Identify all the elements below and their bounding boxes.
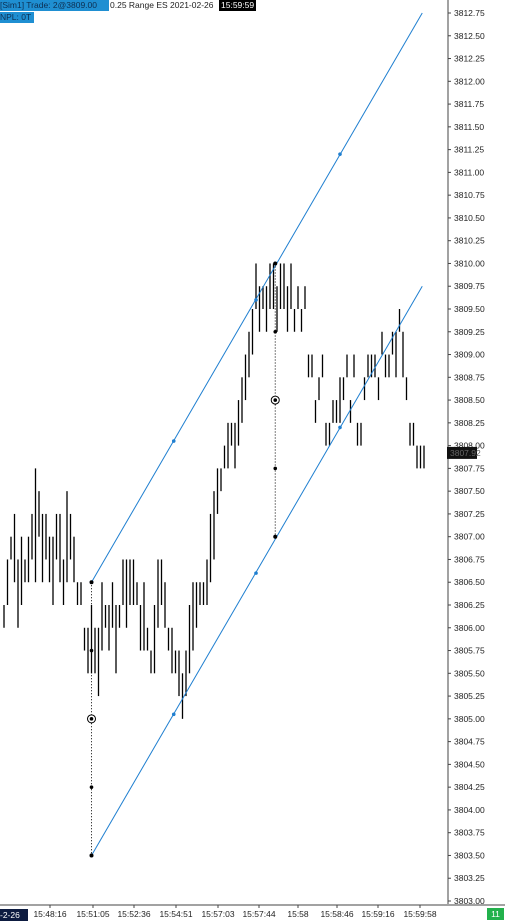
price-tick-label: 3806.50 xyxy=(454,577,485,587)
price-tick-label: 3812.25 xyxy=(454,54,485,64)
current-price-marker xyxy=(447,446,477,459)
price-tick-label: 3808.50 xyxy=(454,395,485,405)
price-tick-label: 3804.00 xyxy=(454,805,485,815)
price-tick-label: 3809.00 xyxy=(454,350,485,360)
price-tick-label: 3807.75 xyxy=(454,463,485,473)
price-tick-label: 3803.75 xyxy=(454,828,485,838)
price-tick-label: 3803.50 xyxy=(454,850,485,860)
price-tick-label: 3807.50 xyxy=(454,486,485,496)
price-axis[interactable]: 3812.75 3812.50 3812.25 3812.00 3811.75 3811.… xyxy=(447,0,485,906)
price-tick-label: 3811.75 xyxy=(454,99,484,109)
price-tick-label: 3806.25 xyxy=(454,600,485,610)
channel-anchor xyxy=(254,298,258,302)
channel-anchor xyxy=(338,152,342,156)
price-tick-label: 3804.25 xyxy=(454,782,485,792)
channel-anchor xyxy=(171,712,176,717)
connector-dot xyxy=(89,785,94,789)
time-tick-label: 15:48:16 xyxy=(33,909,66,919)
price-tick-label: 3812.50 xyxy=(454,31,485,41)
price-tick-label: 3810.00 xyxy=(454,258,485,268)
channel-lower-line xyxy=(91,285,423,856)
price-tick-label: 3807.25 xyxy=(454,509,485,519)
channel-drawing[interactable] xyxy=(87,12,423,858)
price-tick-label: 3806.75 xyxy=(454,554,485,564)
connector-dot xyxy=(89,648,94,653)
range-bars xyxy=(3,263,425,719)
price-tick-label: 3804.75 xyxy=(454,737,485,747)
channel-anchor xyxy=(254,571,258,575)
time-tick-label: 15:54:51 xyxy=(159,909,192,919)
price-tick-label: 3806.00 xyxy=(454,623,485,633)
price-tick-label: 3810.75 xyxy=(454,190,485,200)
current-price-label: 3807.92 xyxy=(450,448,481,458)
time-tick-label: 15:58 xyxy=(287,909,309,919)
account-trade-label: [Sim1] Trade: 2@3809.00 xyxy=(0,0,109,11)
time-tick-label: 15:51:05 xyxy=(76,909,109,919)
price-tick-label: 3812.00 xyxy=(454,76,485,86)
channel-upper-line xyxy=(91,12,423,583)
instrument-label: 0.25 Range ES 2021-02-26 xyxy=(110,0,214,10)
price-tick-label: 3811.00 xyxy=(454,167,484,177)
price-tick-label: 3809.75 xyxy=(454,281,485,291)
price-tick-label: 3810.25 xyxy=(454,236,485,246)
midpoint-target-center xyxy=(89,717,94,721)
time-axis[interactable]: 15:48:16 15:51:05 15:52:36 15:54:51 15:57:03… xyxy=(0,904,505,919)
price-tick-label: 3810.50 xyxy=(454,213,485,223)
price-tick-label: 3808.75 xyxy=(454,372,485,382)
price-tick-label: 3804.50 xyxy=(454,759,485,769)
price-tick-label: 3808.25 xyxy=(454,418,485,428)
price-tick-label: 3803.00 xyxy=(454,896,485,906)
price-tick-label: 3809.25 xyxy=(454,327,485,337)
time-tick-label: 15:52:36 xyxy=(117,909,150,919)
time-tick-label: 15:58:46 xyxy=(320,909,353,919)
price-tick-label: 3811.50 xyxy=(454,122,484,132)
price-tick-label: 3807.00 xyxy=(454,532,485,542)
price-tick-label: 3805.50 xyxy=(454,668,485,678)
date-stub-label: -2-26 xyxy=(0,909,28,921)
channel-anchor xyxy=(338,425,342,430)
channel-anchor xyxy=(171,439,176,443)
time-tick-label: 15:59:58 xyxy=(403,909,436,919)
price-tick-label: 3808.00 xyxy=(454,441,485,451)
price-tick-label: 3805.25 xyxy=(454,691,485,701)
price-tick-label: 3811.25 xyxy=(454,145,484,155)
time-tick-label: 15:57:03 xyxy=(201,909,234,919)
time-tick-label: 15:59:16 xyxy=(361,909,394,919)
npl-label: NPL: 0T xyxy=(0,12,34,23)
price-tick-label: 3812.75 xyxy=(454,8,485,18)
price-tick-label: 3803.25 xyxy=(454,873,485,883)
bar-count-badge: 11 xyxy=(487,908,504,920)
price-tick-label: 3809.50 xyxy=(454,304,485,314)
time-tick-label: 15:57:44 xyxy=(242,909,275,919)
midpoint-target-center xyxy=(273,398,278,402)
clock-label: 15:59:59 xyxy=(219,0,257,11)
connector-dot xyxy=(273,329,278,334)
connector-dot xyxy=(273,466,278,471)
price-tick-label: 3805.75 xyxy=(454,646,485,656)
price-tick-label: 3805.00 xyxy=(454,714,485,724)
